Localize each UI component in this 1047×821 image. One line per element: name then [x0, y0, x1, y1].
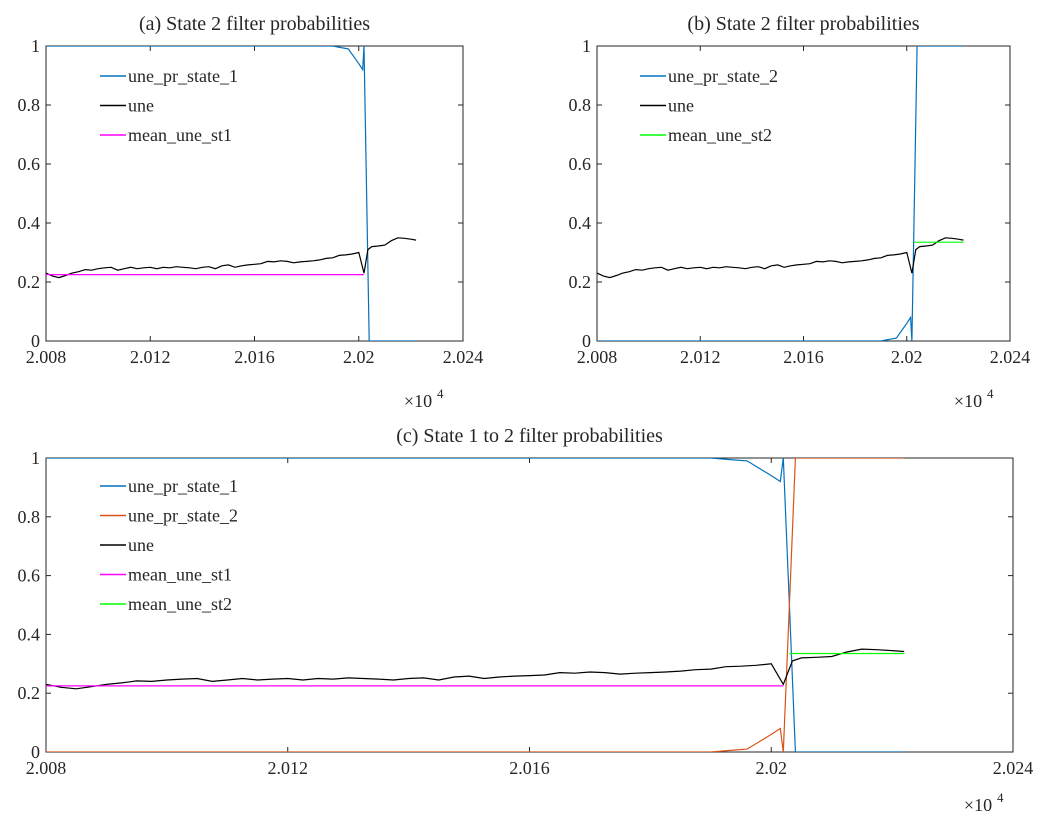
chart-title: (c) State 1 to 2 filter probabilities [396, 425, 663, 447]
chart-panel-1: (b) State 2 filter probabilities 0 0.2 0.4 0… [569, 13, 1031, 411]
series-line-une [46, 648, 905, 690]
series-line-une_pr_state_1 [46, 458, 905, 752]
y-tick-label: 0.4 [569, 213, 592, 233]
x-tick-label: 2.008 [26, 347, 67, 367]
y-tick-label: 0.4 [18, 213, 41, 233]
chart-panel-0: (a) State 2 filter probabilities 0 0.2 0.4 0… [18, 13, 484, 411]
x-tick-label: 2.024 [990, 347, 1031, 367]
y-tick-label: 1 [31, 448, 40, 468]
x-tick-label: 2.012 [680, 347, 721, 367]
chart-title: (a) State 2 filter probabilities [139, 13, 370, 35]
legend-label: mean_une_st1 [128, 565, 232, 585]
x-tick-label: 2.016 [234, 347, 275, 367]
x-tick-label: 2.008 [26, 758, 67, 778]
x-tick-label: 2.024 [443, 347, 484, 367]
plot-area-box [596, 45, 1011, 342]
y-tick-label: 0 [31, 331, 40, 351]
legend-label: une [128, 535, 154, 555]
series-line-une_pr_state_2 [46, 458, 905, 752]
x-exponent-power: 4 [437, 386, 444, 401]
series-line-une [46, 237, 417, 279]
x-tick-label: 2.024 [993, 758, 1034, 778]
legend-label: une_pr_state_2 [668, 66, 778, 86]
y-tick-label: 1 [582, 36, 591, 56]
x-exponent-label: ×10 [954, 391, 982, 411]
legend-label: une [128, 96, 154, 116]
y-tick-label: 0 [582, 331, 591, 351]
series-line-une_pr_state_1 [46, 46, 417, 341]
y-tick-label: 0.6 [18, 566, 41, 586]
plot-area-box [45, 45, 464, 342]
x-tick-label: 2.012 [130, 347, 171, 367]
chart-title: (b) State 2 filter probabilities [687, 13, 919, 35]
legend-label: une [668, 96, 694, 116]
legend-label: une_pr_state_2 [128, 506, 238, 526]
x-tick-label: 2.008 [577, 347, 618, 367]
chart-panel-2: (c) State 1 to 2 filter probabilities 0 0.… [18, 425, 1034, 815]
y-tick-label: 0.8 [569, 95, 592, 115]
legend-label: mean_une_st1 [128, 125, 232, 145]
y-tick-label: 0.6 [569, 154, 592, 174]
x-tick-label: 2.016 [509, 758, 550, 778]
y-tick-label: 0 [31, 742, 40, 762]
y-tick-label: 0.2 [569, 272, 592, 292]
y-tick-label: 0.8 [18, 507, 41, 527]
y-tick-label: 0.2 [18, 272, 41, 292]
series-line-une_pr_state_2 [597, 46, 964, 341]
y-tick-label: 0.8 [18, 95, 41, 115]
plot-area-box [45, 457, 1014, 753]
x-exponent-power: 4 [997, 790, 1004, 805]
y-tick-label: 1 [31, 36, 40, 56]
x-exponent-label: ×10 [964, 795, 992, 815]
legend-label: mean_une_st2 [128, 594, 232, 614]
x-tick-label: 2.02 [343, 347, 375, 367]
y-tick-label: 0.2 [18, 683, 41, 703]
y-tick-label: 0.4 [18, 624, 41, 644]
x-tick-label: 2.016 [783, 347, 824, 367]
series-line-une [597, 237, 964, 279]
x-tick-label: 2.02 [891, 347, 923, 367]
x-tick-label: 2.012 [268, 758, 309, 778]
legend-label: mean_une_st2 [668, 125, 772, 145]
legend-label: une_pr_state_1 [128, 66, 238, 86]
x-exponent-power: 4 [987, 386, 994, 401]
legend-label: une_pr_state_1 [128, 476, 238, 496]
y-tick-label: 0.6 [18, 154, 41, 174]
x-tick-label: 2.02 [756, 758, 788, 778]
x-exponent-label: ×10 [404, 391, 432, 411]
